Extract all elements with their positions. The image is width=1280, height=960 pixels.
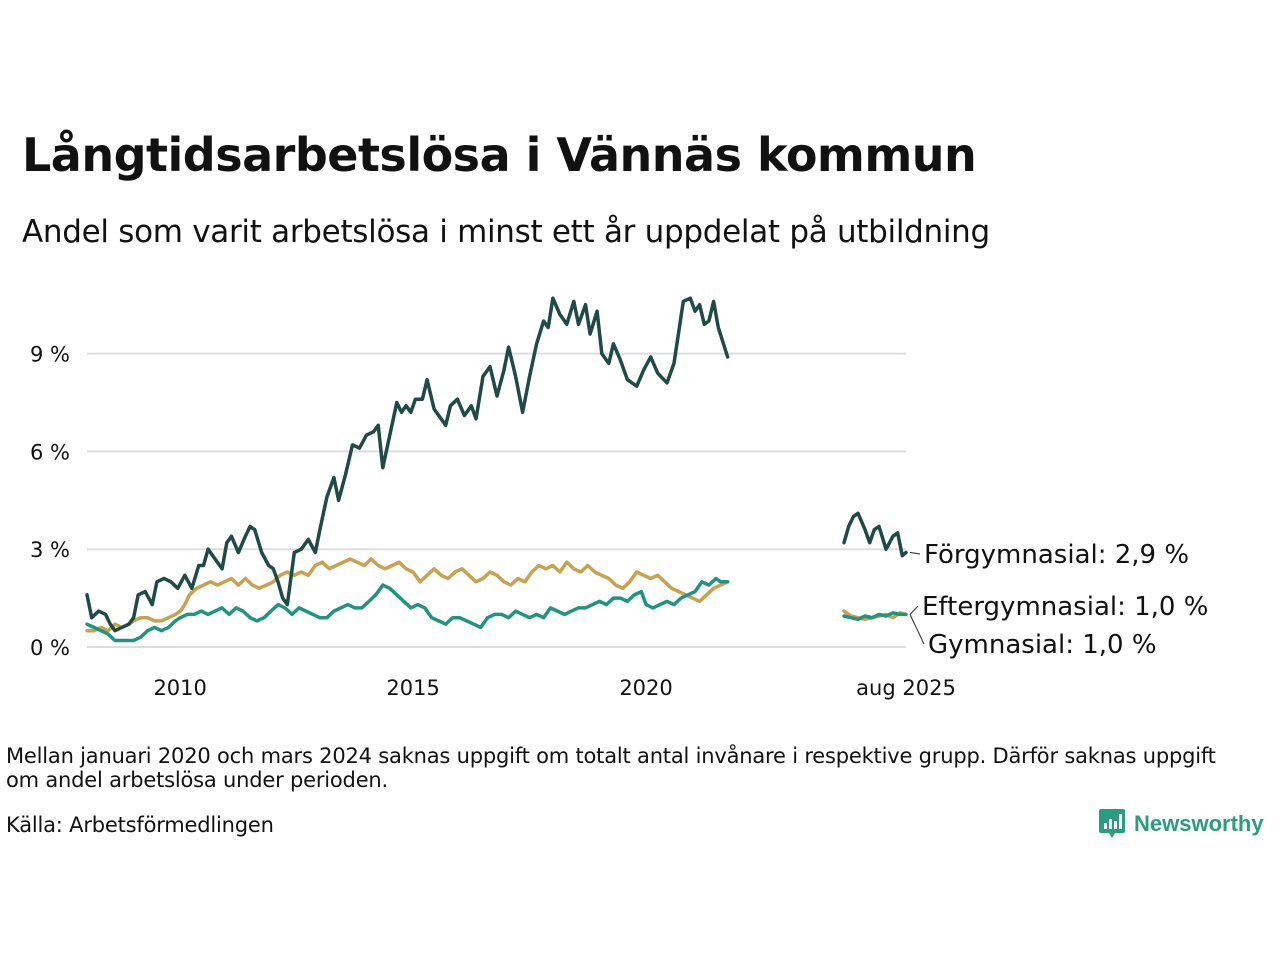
line-chart: 0 % 3 % 6 % 9 % 2010 2015 2020 aug 2025 Förgymna…	[30, 296, 1208, 700]
series-line	[85, 557, 730, 633]
source-note: Källa: Arbetsförmedlingen	[6, 813, 274, 837]
series-end-label: Eftergymnasial: 1,0 %	[922, 592, 1208, 622]
chart-title: Långtidsarbetslösa i Vännäs kommun	[22, 128, 977, 182]
brand-name: Newsworthy	[1134, 811, 1264, 836]
footnote: Mellan januari 2020 och mars 2024 saknas…	[6, 744, 1216, 792]
series-line	[85, 576, 730, 643]
label-leader-line	[909, 614, 925, 645]
series-line	[85, 296, 730, 633]
series-line	[842, 511, 908, 558]
bar-chart-icon	[1099, 809, 1125, 838]
y-tick-label: 9 %	[30, 343, 70, 367]
label-leader-line	[909, 605, 919, 615]
x-tick-label: 2010	[153, 676, 206, 700]
y-tick-label: 3 %	[30, 538, 70, 562]
series-end-label: Förgymnasial: 2,9 %	[924, 540, 1189, 570]
label-leader-line	[909, 551, 921, 555]
series-end-label: Gymnasial: 1,0 %	[928, 630, 1157, 660]
x-tick-label: 2020	[619, 676, 672, 700]
chart-subtitle: Andel som varit arbetslösa i minst ett å…	[22, 214, 990, 250]
newsworthy-logo[interactable]: Newsworthy	[1098, 808, 1264, 840]
y-tick-label: 0 %	[30, 636, 70, 660]
x-tick-label: 2015	[386, 676, 439, 700]
series-line	[842, 611, 908, 622]
x-tick-label: aug 2025	[856, 676, 956, 700]
y-tick-label: 6 %	[30, 440, 70, 464]
